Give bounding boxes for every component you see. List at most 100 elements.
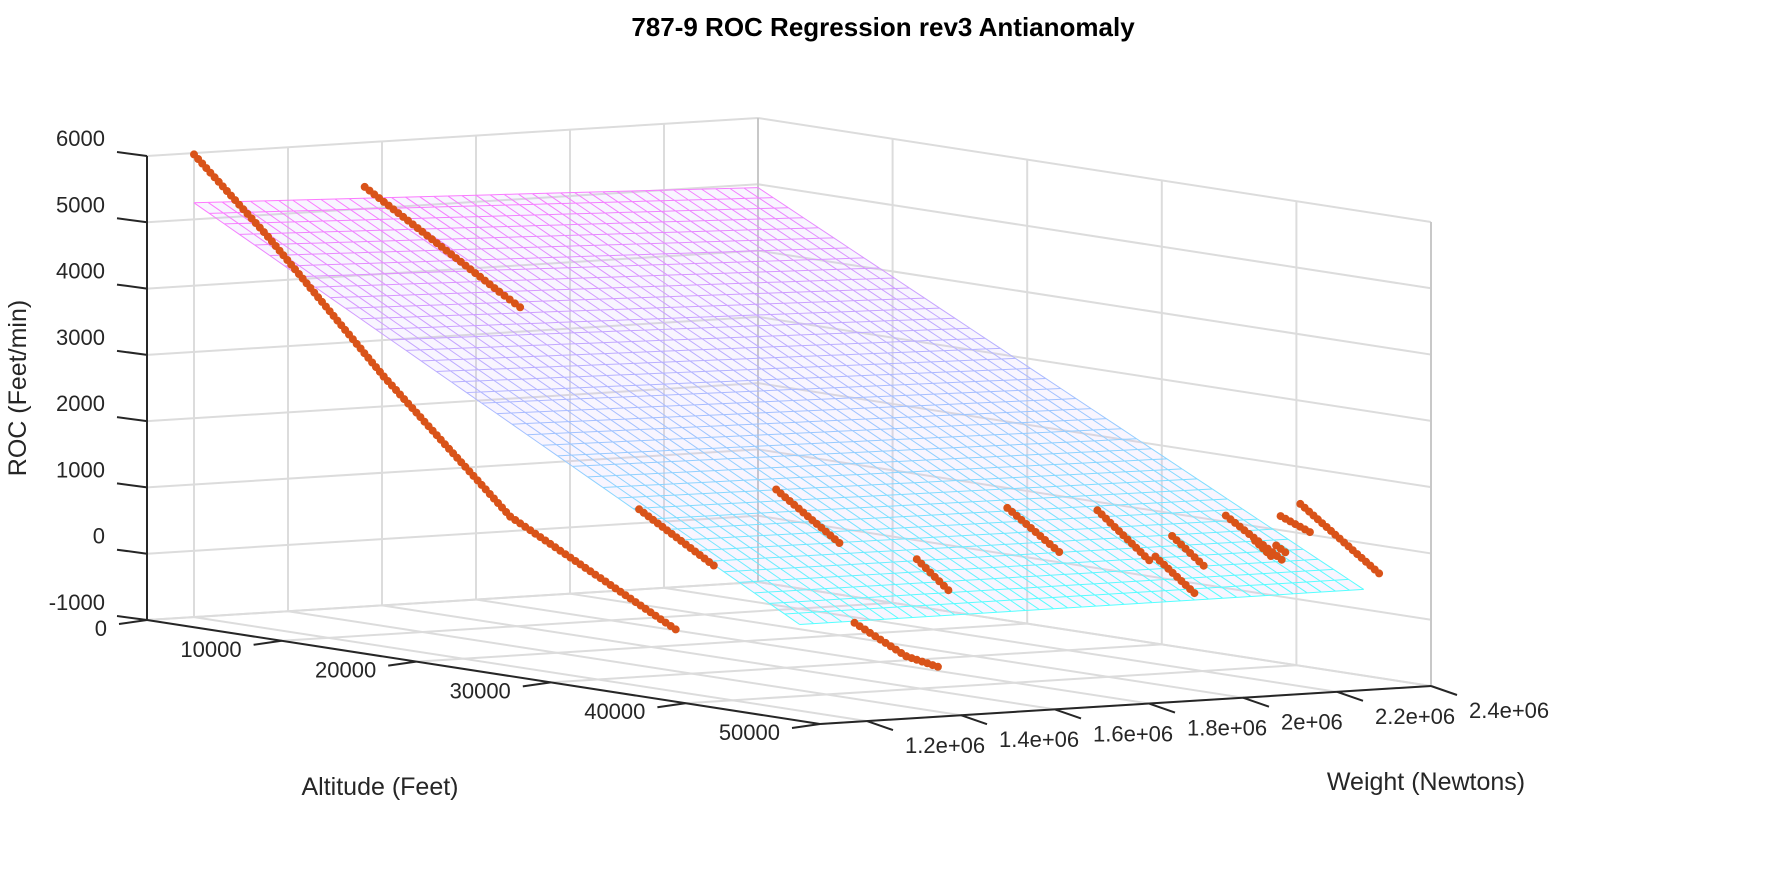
surface-mesh-line [537,246,554,258]
surface-mesh-line [988,521,1003,524]
surface-mesh-line [882,298,897,301]
surface-mesh-line [703,348,718,351]
surface-mesh-line [737,558,752,561]
surface-mesh-line [820,248,837,260]
surface-mesh-line [350,219,367,232]
surface-mesh-line [934,547,950,560]
surface-mesh-line [457,303,474,316]
surface-mesh-line [483,270,499,282]
x-tick [791,723,821,729]
surface-mesh-line [628,463,645,475]
surface-mesh-line [576,365,593,377]
surface-mesh-line [961,381,976,383]
surface-mesh-line [1143,513,1158,516]
surface-mesh-line [1137,590,1152,593]
surface-mesh-line [767,579,782,582]
surface-mesh-line [635,384,650,386]
surface-mesh-line [1044,519,1061,531]
surface-mesh-line [389,327,404,330]
surface-mesh-line [857,484,872,487]
surface-mesh-line [855,463,872,475]
surface-mesh-line [1072,506,1087,508]
surface-mesh-line [473,313,488,316]
surface-mesh-line [628,462,644,465]
surface-mesh-line [846,519,863,531]
surface-mesh-line [674,493,689,496]
surface-mesh-line [955,469,971,481]
surface-mesh-line [375,328,390,330]
surface-mesh-line [736,401,751,404]
surface-mesh-line [572,465,588,478]
surface-mesh-line [899,482,915,484]
surface-mesh-line [933,536,949,549]
surface-mesh-line [1100,504,1115,507]
surface-mesh-line [933,535,948,538]
surface-mesh-line [745,502,762,514]
surface-mesh-line [1206,576,1222,588]
surface-mesh-line [1022,433,1039,444]
surface-mesh-line [606,375,622,387]
surface-mesh-line [312,264,329,277]
surface-mesh-line [746,513,763,525]
surface-mesh-line [1249,585,1266,596]
surface-mesh-line [1120,569,1136,572]
surface-mesh-line [821,553,836,556]
surface-mesh-line [991,555,1008,568]
surface-mesh-line [779,410,795,413]
surface-mesh-line [1263,584,1280,596]
surface-mesh-line [1004,543,1021,556]
scatter-point [1375,569,1384,578]
surface-mesh-line [663,232,679,244]
surface-mesh-line [1304,570,1321,582]
surface-mesh-line [417,326,433,329]
surface-mesh-line [541,289,558,302]
surface-mesh-line [566,398,582,411]
surface-mesh-line [956,480,972,492]
surface-mesh-line [1107,582,1124,594]
surface-mesh-line [816,355,833,367]
surface-mesh-line [895,438,910,441]
surface-mesh-line [727,315,744,327]
surface-mesh-line [278,200,295,212]
surface-mesh-line [805,532,821,545]
surface-mesh-line [1172,523,1189,535]
surface-mesh-line [869,461,884,464]
surface-mesh-line [366,230,382,242]
surface-mesh-line [568,421,584,433]
surface-mesh-line [1277,583,1294,595]
surface-mesh-line [685,317,702,329]
surface-mesh-line [1079,583,1094,586]
surface-mesh-line [935,415,952,427]
surface-mesh-line [1149,568,1164,570]
surface-mesh-line [657,318,674,330]
surface-mesh-line [900,341,916,353]
surface-mesh-line [805,387,821,390]
surface-mesh-line [520,367,537,379]
surface-mesh-line [643,318,658,320]
surface-mesh-line [867,440,884,452]
surface-mesh-line [811,600,828,612]
surface-mesh-line [490,205,507,217]
surface-mesh-line [757,325,773,337]
surface-mesh-line [472,303,488,315]
grid-line [381,604,1056,711]
surface-mesh-line [654,427,669,430]
surface-mesh-line [592,375,607,377]
surface-mesh-line [438,249,455,262]
surface-mesh-line [933,393,949,395]
surface-mesh-line [697,436,712,439]
surface-mesh-line [487,313,502,315]
surface-mesh-line [523,400,539,402]
surface-mesh-line [533,355,550,368]
surface-mesh-line [614,308,629,310]
surface-mesh-line [620,233,637,245]
surface-mesh-line [871,484,888,496]
surface-mesh-line [1202,532,1218,544]
surface-mesh-line [691,526,706,529]
surface-mesh-line [942,480,958,492]
surface-mesh-line [808,566,825,578]
surface-mesh-line [752,568,767,571]
surface-mesh-line [508,236,524,248]
surface-mesh-line [269,255,286,267]
surface-mesh-line [690,359,705,362]
